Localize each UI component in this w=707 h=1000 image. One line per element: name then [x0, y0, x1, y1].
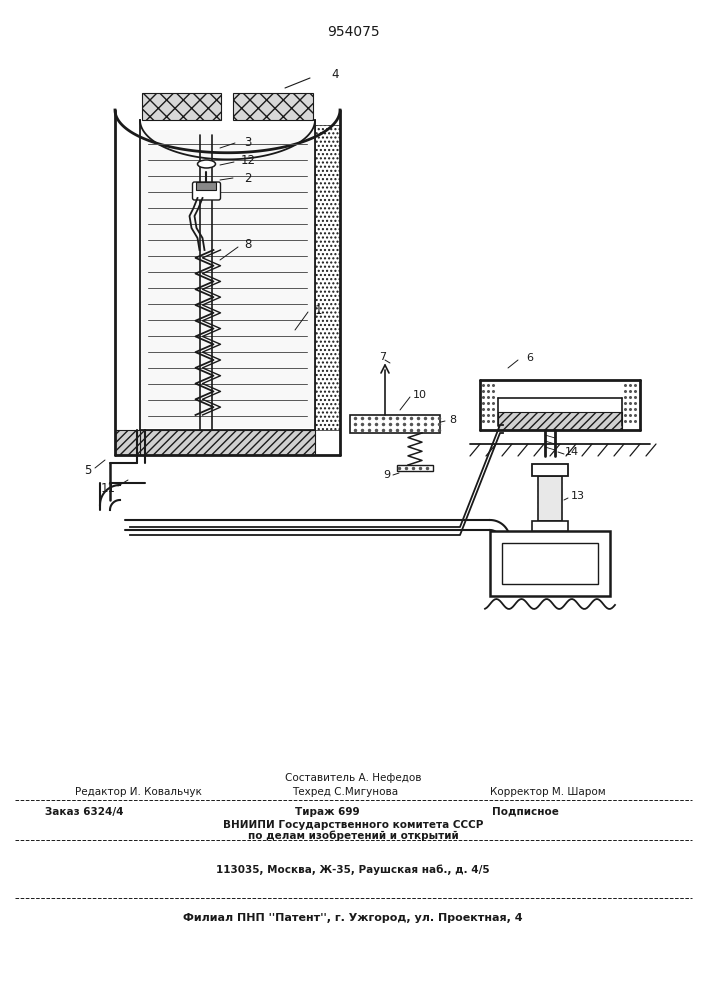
Text: по делам изобретений и открытий: по делам изобретений и открытий: [247, 831, 458, 841]
FancyBboxPatch shape: [192, 182, 221, 200]
FancyBboxPatch shape: [142, 93, 221, 120]
Text: 2: 2: [244, 172, 252, 184]
Text: 113035, Москва, Ж-35, Раушская наб., д. 4/5: 113035, Москва, Ж-35, Раушская наб., д. …: [216, 865, 490, 875]
Text: 8: 8: [450, 415, 457, 425]
Bar: [538, 476, 562, 521]
Text: 4: 4: [332, 68, 339, 82]
Text: 5: 5: [84, 464, 92, 477]
Text: Подписное: Подписное: [492, 807, 559, 817]
Text: 3: 3: [245, 136, 252, 149]
Text: 11: 11: [100, 482, 115, 494]
Text: Заказ 6324/4: Заказ 6324/4: [45, 807, 124, 817]
Bar: [350, 415, 440, 433]
Bar: [498, 412, 622, 430]
Text: Составитель А. Нефедов: Составитель А. Нефедов: [285, 773, 421, 783]
Ellipse shape: [197, 160, 216, 168]
Text: 9: 9: [383, 470, 390, 480]
Text: 12: 12: [240, 153, 255, 166]
Bar: [315, 125, 340, 430]
Text: Редактор И. Ковальчук: Редактор И. Ковальчук: [75, 787, 202, 797]
Text: 8: 8: [245, 238, 252, 251]
Text: 10: 10: [413, 390, 427, 400]
Text: Тираж 699: Тираж 699: [295, 807, 360, 817]
Text: 14: 14: [565, 447, 579, 457]
Text: Филиал ПНП ''Патент'', г. Ужгород, ул. Проектная, 4: Филиал ПНП ''Патент'', г. Ужгород, ул. П…: [183, 913, 522, 923]
Text: Техред С.Мигунова: Техред С.Мигунова: [292, 787, 398, 797]
Bar: [532, 464, 568, 476]
Bar: [532, 521, 568, 531]
Text: ВНИИПИ Государственного комитета СССР: ВНИИПИ Государственного комитета СССР: [223, 820, 483, 830]
Text: 954075: 954075: [327, 25, 380, 39]
Bar: [502, 543, 598, 584]
Bar: [490, 531, 610, 596]
Bar: [140, 430, 315, 455]
Text: 1: 1: [314, 304, 322, 316]
Bar: [397, 465, 433, 471]
Text: 13: 13: [571, 491, 585, 501]
Bar: [141, 130, 314, 428]
Bar: [115, 430, 140, 455]
Text: 6: 6: [527, 353, 534, 363]
FancyBboxPatch shape: [233, 93, 313, 120]
Bar: [197, 182, 216, 190]
Text: Корректор М. Шаром: Корректор М. Шаром: [490, 787, 606, 797]
Text: 7: 7: [380, 352, 387, 362]
